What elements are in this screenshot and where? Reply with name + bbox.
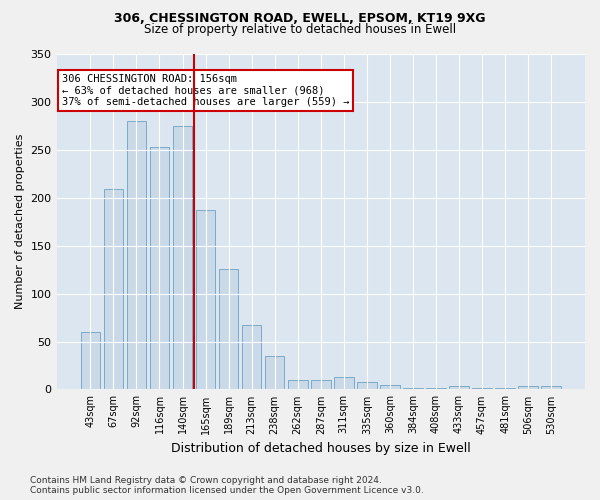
Text: 306 CHESSINGTON ROAD: 156sqm
← 63% of detached houses are smaller (968)
37% of s: 306 CHESSINGTON ROAD: 156sqm ← 63% of de… bbox=[62, 74, 349, 108]
Bar bbox=[219, 268, 238, 390]
Bar bbox=[403, 388, 423, 390]
Bar bbox=[104, 189, 123, 390]
Text: Contains HM Land Registry data © Crown copyright and database right 2024.
Contai: Contains HM Land Registry data © Crown c… bbox=[30, 476, 424, 495]
Text: 306, CHESSINGTON ROAD, EWELL, EPSOM, KT19 9XG: 306, CHESSINGTON ROAD, EWELL, EPSOM, KT1… bbox=[114, 12, 486, 26]
Bar bbox=[541, 386, 561, 390]
Bar bbox=[380, 384, 400, 390]
Bar bbox=[149, 147, 169, 390]
Text: Size of property relative to detached houses in Ewell: Size of property relative to detached ho… bbox=[144, 22, 456, 36]
Bar bbox=[288, 380, 308, 390]
Y-axis label: Number of detached properties: Number of detached properties bbox=[15, 134, 25, 310]
Bar bbox=[173, 126, 193, 390]
Bar bbox=[242, 325, 262, 390]
Bar bbox=[426, 388, 446, 390]
Bar bbox=[496, 388, 515, 390]
Bar bbox=[196, 210, 215, 390]
Bar bbox=[311, 380, 331, 390]
Bar bbox=[265, 356, 284, 390]
X-axis label: Distribution of detached houses by size in Ewell: Distribution of detached houses by size … bbox=[171, 442, 470, 455]
Bar bbox=[80, 332, 100, 390]
Bar bbox=[334, 377, 353, 390]
Bar bbox=[518, 386, 538, 390]
Bar bbox=[127, 121, 146, 390]
Bar bbox=[357, 382, 377, 390]
Bar bbox=[449, 386, 469, 390]
Bar bbox=[472, 388, 492, 390]
